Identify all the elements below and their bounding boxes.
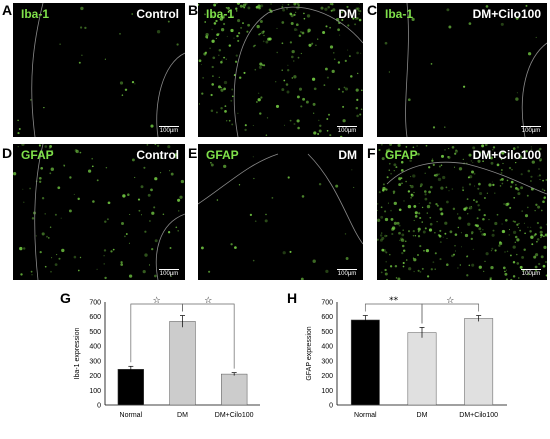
y-tick-label: 500 (89, 329, 101, 336)
group-label: DM+Cilo100 (472, 148, 541, 162)
scale-bar: 100µm (159, 269, 179, 277)
y-tick-label: 400 (321, 344, 333, 351)
fluorescence-image (384, 3, 547, 137)
scale-bar-label: 100µm (159, 128, 179, 134)
group-label: Control (136, 7, 179, 21)
x-tick-label: DM+Cilo100 (459, 412, 498, 419)
scale-bar-line (159, 126, 179, 127)
significance-bracket (421, 303, 480, 324)
panel-letter-c: C (367, 2, 378, 18)
y-tick-label: 700 (89, 300, 101, 307)
panel-letter-a: A (2, 2, 13, 18)
y-tick-label: 200 (321, 373, 333, 380)
fluorescence-image (17, 3, 185, 137)
marker-label: GFAP (21, 148, 54, 162)
micrograph-panel-e: GFAP DM 100µm (198, 144, 363, 280)
y-tick-label: 100 (89, 388, 101, 395)
bar-dm (169, 321, 196, 406)
micrograph-panel-a: Iba-1 Control 100µm (13, 3, 185, 137)
y-tick-label: 0 (329, 403, 333, 410)
y-tick-label: 100 (321, 388, 333, 395)
significance-bracket (182, 303, 235, 369)
marker-label: GFAP (206, 148, 239, 162)
scale-bar-label: 100µm (337, 271, 357, 277)
y-tick-label: 0 (97, 403, 101, 410)
x-tick-label: DM+Cilo100 (215, 412, 254, 419)
scale-bar-label: 100µm (159, 271, 179, 277)
marker-label: Iba-1 (21, 7, 50, 21)
panel-letter-h: H (287, 290, 298, 306)
chart-g-svg: 0 100 200 300 400 500 600 700 Iba-1 expression No… (74, 296, 260, 419)
micrograph-panel-b: Iba-1 DM 100µm (198, 3, 363, 137)
marker-label: GFAP (385, 148, 418, 162)
scale-bar: 100µm (337, 269, 357, 277)
marker-label: Iba-1 (206, 7, 235, 21)
panel-letter-b: B (188, 2, 199, 18)
scale-bar-line (159, 269, 179, 270)
panel-letter-f: F (367, 145, 376, 161)
group-label: DM (338, 148, 357, 162)
significance-mark: ☆ (446, 296, 454, 306)
significance-mark: ** (389, 296, 399, 306)
x-tick-label: DM (417, 412, 428, 419)
x-tick-label: DM (177, 412, 188, 419)
marker-label: Iba-1 (385, 7, 414, 21)
fluorescence-image (198, 153, 363, 280)
y-tick-label: 300 (89, 358, 101, 365)
x-tick-label: Normal (354, 412, 377, 419)
group-label: DM (338, 7, 357, 21)
scale-bar: 100µm (337, 126, 357, 134)
scale-bar-label: 100µm (521, 128, 541, 134)
fluorescence-image (198, 3, 363, 137)
scale-bar: 100µm (521, 269, 541, 277)
scale-bar-line (337, 269, 357, 270)
fluorescence-image (377, 144, 547, 280)
micrograph-panel-d: GFAP Control 100µm (13, 144, 185, 280)
scale-bar: 100µm (159, 126, 179, 134)
group-label: Control (136, 148, 179, 162)
scale-bar: 100µm (521, 126, 541, 134)
significance-mark: ☆ (204, 296, 212, 306)
y-axis-label: Iba-1 expression (74, 328, 81, 380)
scale-bar-label: 100µm (337, 128, 357, 134)
y-tick-label: 700 (321, 300, 333, 307)
y-tick-label: 500 (321, 329, 333, 336)
group-label: DM+Cilo100 (472, 7, 541, 21)
y-tick-label: 300 (321, 358, 333, 365)
y-tick-label: 400 (89, 344, 101, 351)
scale-bar-line (337, 126, 357, 127)
bar-normal (350, 319, 380, 406)
significance-mark: ☆ (153, 296, 161, 306)
chart-h: H 0 100 200 300 400 500 600 700 GFAP expression N… (287, 284, 517, 434)
chart-g: G 0 100 200 300 400 500 600 700 Iba-1 expression… (60, 284, 270, 434)
y-axis-label: GFAP expression (306, 326, 313, 380)
panel-letter-e: E (188, 145, 198, 161)
scale-bar-label: 100µm (521, 271, 541, 277)
bar-dm (407, 332, 437, 406)
bar-dm-cilo100 (221, 373, 248, 406)
micrograph-panel-c: Iba-1 DM+Cilo100 100µm (377, 3, 547, 137)
x-tick-label: Normal (120, 412, 143, 419)
y-tick-label: 600 (89, 314, 101, 321)
fluorescence-image (13, 144, 185, 280)
bar-dm-cilo100 (464, 318, 494, 406)
scale-bar-line (521, 269, 541, 270)
bar-normal (117, 368, 145, 406)
scale-bar-line (521, 126, 541, 127)
y-tick-label: 600 (321, 314, 333, 321)
micrograph-panel-f: GFAP DM+Cilo100 100µm (377, 144, 547, 280)
chart-h-svg: 0 100 200 300 400 500 600 700 GFAP expression Nor… (306, 296, 507, 419)
y-tick-label: 200 (89, 373, 101, 380)
panel-letter-d: D (2, 145, 13, 161)
panel-letter-g: G (60, 290, 71, 306)
